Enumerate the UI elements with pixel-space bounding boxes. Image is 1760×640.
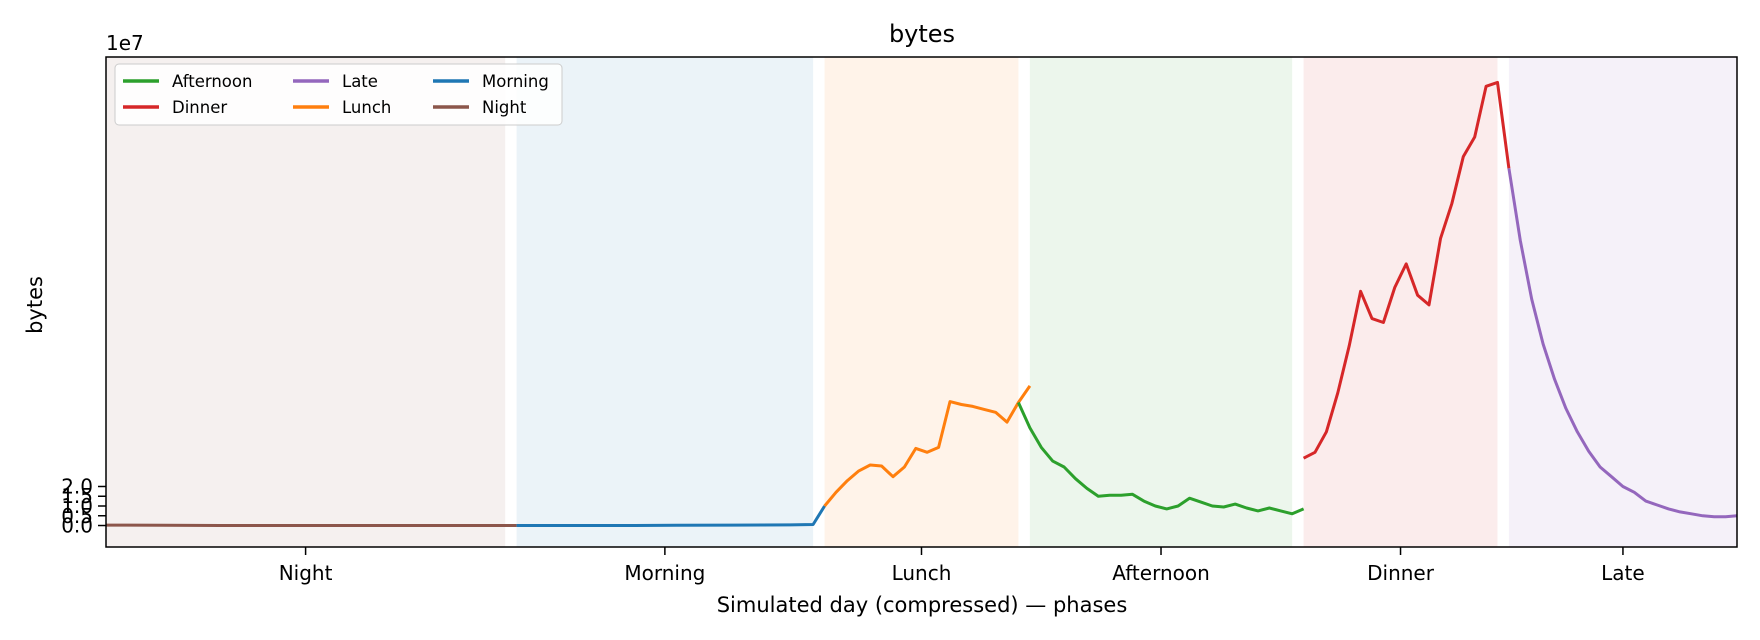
x-tick-label-afternoon: Afternoon [1112, 561, 1210, 585]
y-tick-label: 0.0 [61, 514, 93, 538]
x-tick-label-lunch: Lunch [892, 561, 952, 585]
series-lines [105, 80, 1738, 527]
series-line-late [1507, 168, 1738, 519]
legend: Afternoon Dinner Late Lunch Morning Night [114, 63, 563, 126]
y-tick-label: 0.5 [61, 504, 93, 528]
y-tick-label: 2.0 [61, 474, 93, 498]
series-line-morning [516, 505, 826, 527]
series-line-dinner [1302, 80, 1511, 460]
x-axis-label: Simulated day (compressed) — phases [717, 593, 1128, 617]
legend-label-lunch: Lunch [342, 98, 391, 117]
y-tick-label: 1.5 [61, 484, 93, 508]
series-line-afternoon [1017, 401, 1305, 516]
y-axis: 0.00.51.01.52.0 [61, 474, 106, 538]
phase-band-morning [516, 57, 814, 547]
legend-label-afternoon: Afternoon [172, 72, 252, 91]
x-tick-label-dinner: Dinner [1367, 561, 1435, 585]
y-scale-label: 1e7 [106, 31, 144, 55]
phase-band-night [106, 57, 506, 547]
phase-band-late [1508, 57, 1737, 547]
phase-band-dinner [1303, 57, 1498, 547]
phase-band-afternoon [1029, 57, 1293, 547]
y-tick-label: 1.0 [61, 494, 93, 518]
series-line-lunch [823, 385, 1032, 507]
legend-label-morning: Morning [482, 72, 549, 91]
phase-bands [106, 57, 1737, 547]
x-tick-label-night: Night [279, 561, 333, 585]
chart-title: bytes [889, 20, 955, 48]
x-tick-label-morning: Morning [624, 561, 705, 585]
x-tick-label-late: Late [1601, 561, 1645, 585]
phase-band-lunch [824, 57, 1019, 547]
legend-label-dinner: Dinner [172, 98, 227, 117]
x-axis: Night Morning Lunch Afternoon Dinner Late [279, 547, 1645, 585]
legend-label-night: Night [482, 98, 527, 117]
y-axis-label: bytes [23, 276, 47, 334]
legend-label-late: Late [342, 72, 378, 91]
